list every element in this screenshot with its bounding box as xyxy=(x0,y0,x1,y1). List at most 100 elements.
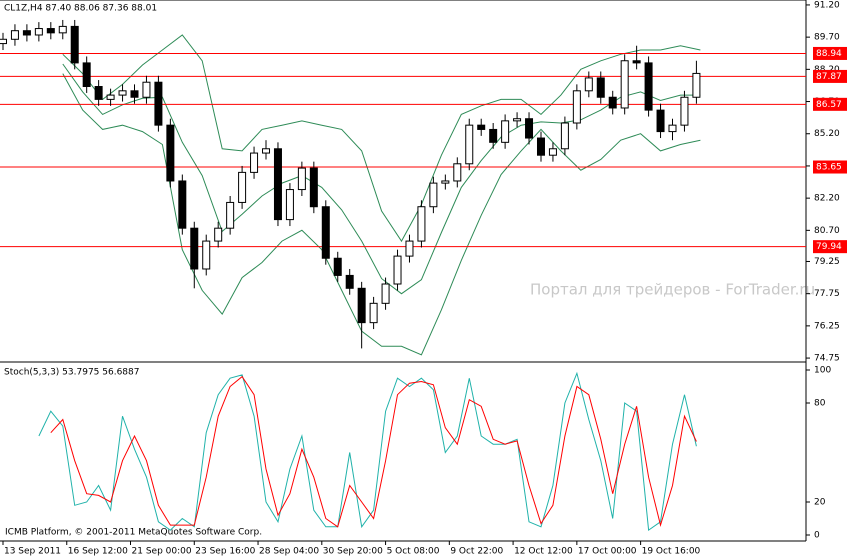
watermark: Портал для трейдеров - ForTrader.ru xyxy=(530,281,815,299)
candle-body xyxy=(584,77,593,92)
stochastic-line xyxy=(38,371,697,531)
candle-body xyxy=(632,60,641,64)
candle-body xyxy=(0,38,7,45)
x-tick-label: 12 Oct 12:00 xyxy=(514,547,573,557)
candle-body xyxy=(250,152,259,173)
y-tick-label: 0 xyxy=(814,531,820,541)
indicator-title: Stoch(5,3,3) 53.7975 56.6887 xyxy=(4,368,139,378)
candle-body xyxy=(501,120,510,143)
candle-body xyxy=(608,96,617,109)
candle-body xyxy=(513,118,522,122)
candle-body xyxy=(94,86,103,100)
candle-body xyxy=(82,62,91,88)
candle-body xyxy=(644,62,653,111)
candle-body xyxy=(130,90,139,98)
candle-body xyxy=(166,124,175,182)
candle-body xyxy=(345,274,354,289)
level-label-box xyxy=(813,46,847,60)
level-label-box xyxy=(813,160,847,174)
candle-body xyxy=(465,124,474,165)
candle-body xyxy=(34,28,43,36)
x-tick-label: 13 Sep 2011 xyxy=(4,547,61,557)
chart-title: CL1Z,H4 87.40 88.06 87.36 88.01 xyxy=(4,4,157,14)
x-tick-label: 9 Oct 22:00 xyxy=(450,547,503,557)
candle-body xyxy=(453,163,462,182)
level-label-box xyxy=(813,97,847,111)
y-tick-label: 91.20 xyxy=(814,0,840,10)
candle-body xyxy=(620,60,629,109)
candle-body xyxy=(226,201,235,229)
candle-body xyxy=(596,77,605,98)
level-label-box xyxy=(813,240,847,254)
level-label: 88.94 xyxy=(816,49,842,59)
candle-body xyxy=(190,227,199,270)
candle-body xyxy=(321,206,330,259)
x-tick-label: 23 Sep 16:00 xyxy=(195,547,255,557)
candle-body xyxy=(525,118,534,139)
candle-body xyxy=(106,94,115,100)
candle-body xyxy=(142,81,151,98)
x-tick-label: 17 Oct 00:00 xyxy=(578,547,637,557)
level-label: 79.94 xyxy=(816,242,842,252)
y-tick-label: 74.75 xyxy=(814,354,840,364)
y-tick-label: 82.20 xyxy=(814,194,840,204)
candle-body xyxy=(22,30,31,36)
candle-body xyxy=(285,189,294,221)
candle-body xyxy=(536,137,545,156)
candle-body xyxy=(405,240,414,257)
candle-body xyxy=(309,167,318,208)
copyright: ICMB Platform, © 2001-2011 MetaQuotes So… xyxy=(5,528,262,538)
candle-body xyxy=(548,148,557,156)
level-label: 86.57 xyxy=(816,100,842,110)
y-tick-label: 80.70 xyxy=(814,226,840,236)
x-tick-label: 28 Sep 04:00 xyxy=(259,547,319,557)
band-upper xyxy=(62,34,701,243)
x-tick-label: 5 Oct 08:00 xyxy=(387,547,440,557)
candle-body xyxy=(333,257,342,276)
candle-body xyxy=(417,206,426,242)
candle-body xyxy=(441,180,450,184)
candle-body xyxy=(46,28,55,34)
y-tick-label: 80 xyxy=(814,398,826,408)
candle-body xyxy=(393,255,402,285)
candle-body xyxy=(262,148,271,154)
candle-body xyxy=(178,180,187,229)
y-tick-label: 88.20 xyxy=(814,65,840,75)
candle-body xyxy=(489,128,498,143)
y-tick-label: 76.25 xyxy=(814,321,840,331)
candle-body xyxy=(58,25,67,34)
band-middle xyxy=(62,63,701,295)
candle-body xyxy=(572,90,581,124)
y-tick-label: 100 xyxy=(814,365,831,375)
x-tick-label: 30 Sep 20:00 xyxy=(323,547,383,557)
candle-body xyxy=(238,171,247,203)
candle-body xyxy=(656,109,665,133)
y-tick-label: 79.25 xyxy=(814,257,840,267)
candle-body xyxy=(477,124,486,130)
candle-body xyxy=(273,148,282,221)
candle-body xyxy=(118,90,127,96)
x-tick-label: 16 Sep 12:00 xyxy=(68,547,128,557)
candle-body xyxy=(429,182,438,208)
candle-body xyxy=(297,167,306,191)
candle-body xyxy=(680,96,689,126)
stochastic-line xyxy=(50,375,697,528)
x-tick-label: 21 Sep 00:00 xyxy=(132,547,192,557)
candle-body xyxy=(10,30,19,40)
candle-body xyxy=(668,124,677,133)
candle-body xyxy=(154,81,163,126)
candle-body xyxy=(692,72,701,98)
candle-body xyxy=(70,25,79,64)
candle-body xyxy=(202,240,211,270)
candle-body xyxy=(560,122,569,150)
candle-body xyxy=(357,287,366,324)
candle-body xyxy=(214,227,223,242)
level-label-box xyxy=(813,69,847,83)
candle-body xyxy=(369,302,378,324)
y-tick-label: 77.75 xyxy=(814,289,840,299)
candle-body xyxy=(381,283,390,304)
level-label: 83.65 xyxy=(816,163,842,173)
y-tick-label: 85.20 xyxy=(814,129,840,139)
